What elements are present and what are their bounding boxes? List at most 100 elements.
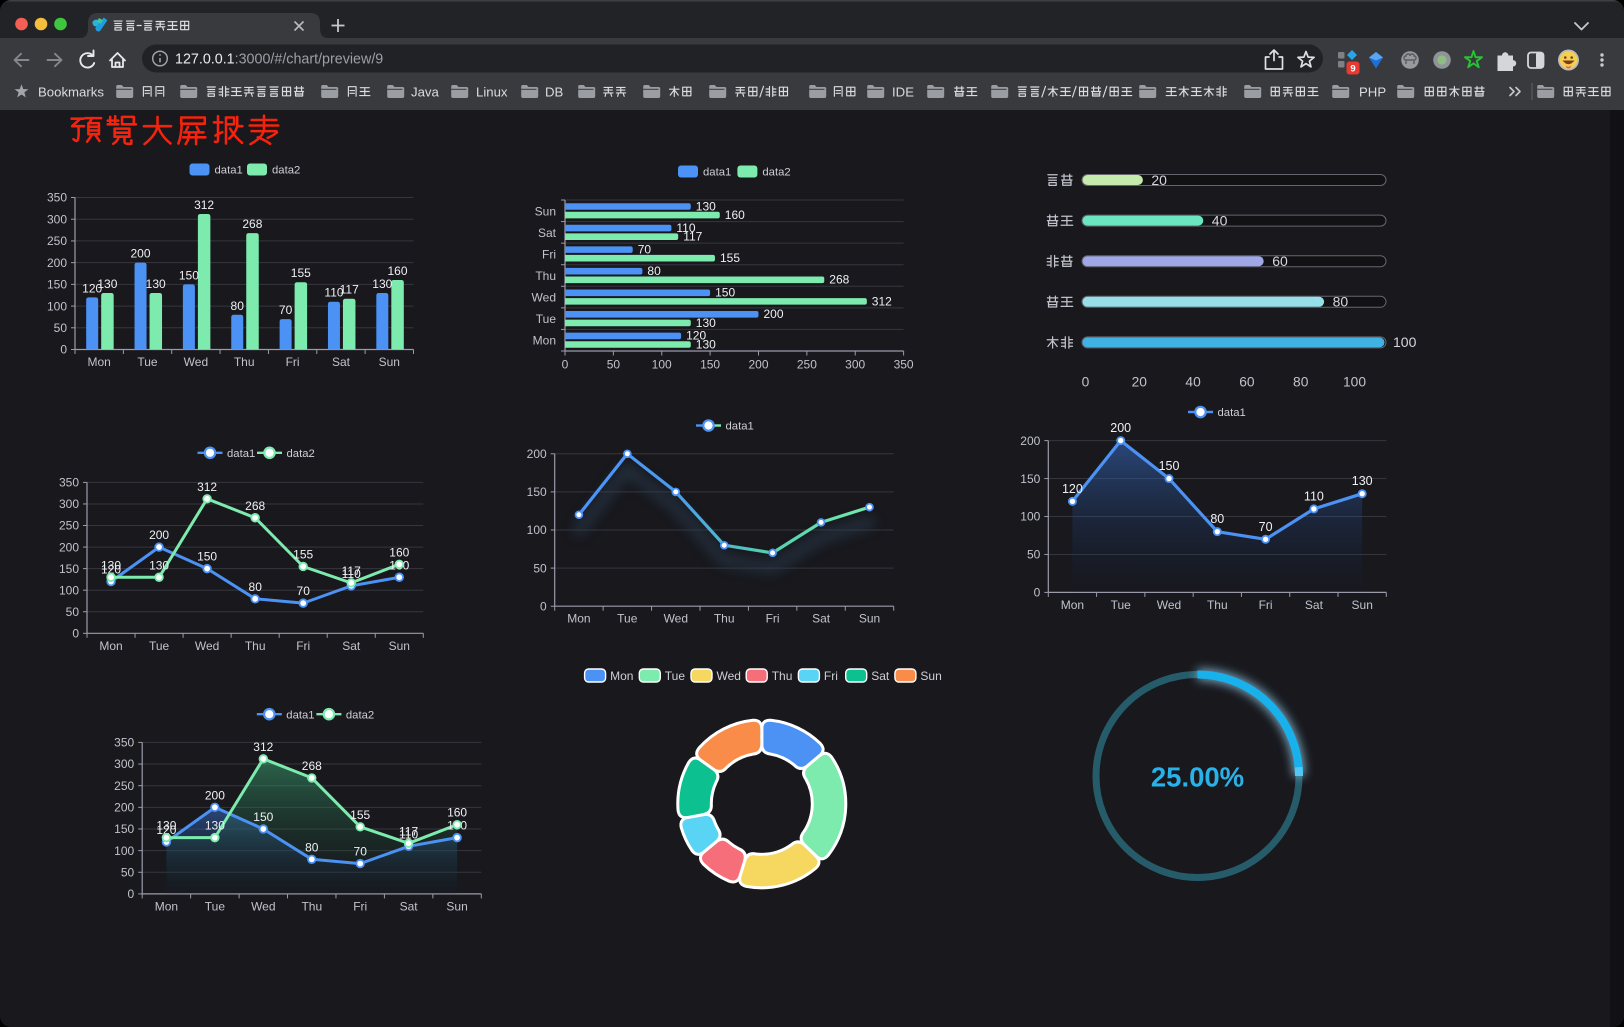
svg-text:350: 350 bbox=[47, 191, 67, 205]
svg-text:Fri: Fri bbox=[286, 355, 300, 369]
svg-text:150: 150 bbox=[1159, 459, 1180, 473]
svg-text:Fri: Fri bbox=[824, 669, 838, 683]
svg-text:120: 120 bbox=[1062, 482, 1083, 496]
svg-text:200: 200 bbox=[748, 358, 768, 372]
svg-text:120: 120 bbox=[101, 563, 121, 577]
svg-text:130: 130 bbox=[101, 558, 121, 572]
svg-text:50: 50 bbox=[533, 561, 547, 575]
svg-text:Sun: Sun bbox=[389, 639, 410, 653]
svg-text:Sat: Sat bbox=[342, 639, 361, 653]
svg-text:0: 0 bbox=[562, 358, 569, 372]
svg-text:Wed: Wed bbox=[717, 669, 741, 683]
svg-text:350: 350 bbox=[59, 476, 79, 490]
svg-text:Sun: Sun bbox=[1352, 598, 1373, 612]
svg-text:200: 200 bbox=[59, 540, 79, 554]
svg-text:70: 70 bbox=[354, 845, 368, 859]
svg-text:40: 40 bbox=[1212, 212, 1228, 228]
svg-text:100: 100 bbox=[114, 844, 134, 858]
svg-text:Sun: Sun bbox=[379, 355, 400, 369]
svg-text:250: 250 bbox=[797, 358, 817, 372]
svg-text:200: 200 bbox=[205, 788, 225, 802]
svg-text:Thu: Thu bbox=[245, 639, 266, 653]
svg-text:80: 80 bbox=[647, 264, 661, 278]
svg-text:70: 70 bbox=[297, 584, 311, 598]
svg-text:120: 120 bbox=[156, 823, 176, 837]
svg-text:155: 155 bbox=[720, 251, 740, 265]
svg-text:127.0.0.1:3000/#/chart/preview: 127.0.0.1:3000/#/chart/preview/9 bbox=[175, 52, 383, 68]
svg-text:130: 130 bbox=[696, 337, 716, 351]
svg-text:Mon: Mon bbox=[155, 899, 178, 913]
svg-text:150: 150 bbox=[527, 485, 547, 499]
svg-text:80: 80 bbox=[1333, 294, 1349, 310]
svg-text:150: 150 bbox=[1020, 472, 1040, 486]
svg-text:110: 110 bbox=[1304, 489, 1324, 503]
svg-text:130: 130 bbox=[372, 277, 392, 291]
svg-text:70: 70 bbox=[1259, 520, 1273, 534]
svg-text:Sun: Sun bbox=[535, 204, 556, 218]
svg-text:50: 50 bbox=[607, 358, 621, 372]
svg-text:312: 312 bbox=[194, 198, 214, 212]
svg-text:100: 100 bbox=[59, 583, 79, 597]
svg-text:Sat: Sat bbox=[871, 669, 890, 683]
svg-text:Fri: Fri bbox=[766, 612, 780, 626]
svg-text:110: 110 bbox=[342, 567, 361, 581]
svg-text:120: 120 bbox=[686, 329, 706, 343]
svg-text:130: 130 bbox=[696, 199, 716, 213]
svg-text:110: 110 bbox=[324, 286, 343, 300]
svg-text:160: 160 bbox=[725, 208, 745, 222]
svg-text:100: 100 bbox=[47, 299, 67, 313]
svg-text:Wed: Wed bbox=[251, 899, 275, 913]
svg-text:Wed: Wed bbox=[664, 612, 688, 626]
svg-text:110: 110 bbox=[676, 221, 695, 235]
svg-text:100: 100 bbox=[1343, 375, 1366, 390]
svg-text:312: 312 bbox=[253, 740, 273, 754]
svg-text:Tue: Tue bbox=[205, 899, 226, 913]
svg-text:Wed: Wed bbox=[1157, 598, 1181, 612]
svg-text:350: 350 bbox=[114, 736, 134, 750]
svg-text:250: 250 bbox=[59, 519, 79, 533]
svg-text:100: 100 bbox=[1393, 334, 1417, 350]
svg-text:300: 300 bbox=[845, 358, 865, 372]
svg-text:data2: data2 bbox=[287, 448, 315, 460]
svg-text:60: 60 bbox=[1239, 375, 1255, 390]
svg-text:Tue: Tue bbox=[536, 312, 557, 326]
svg-text:9: 9 bbox=[1350, 64, 1355, 75]
svg-text:data1: data1 bbox=[227, 448, 255, 460]
svg-text:80: 80 bbox=[231, 299, 245, 313]
svg-text:117: 117 bbox=[342, 564, 361, 578]
svg-text:117: 117 bbox=[340, 283, 359, 297]
svg-text:50: 50 bbox=[121, 866, 135, 880]
svg-text:20: 20 bbox=[1151, 172, 1167, 188]
svg-text:60: 60 bbox=[1272, 253, 1288, 269]
svg-text:Tue: Tue bbox=[149, 639, 170, 653]
svg-text:data2: data2 bbox=[346, 709, 374, 721]
svg-text:data1: data1 bbox=[286, 709, 314, 721]
svg-text:Mon: Mon bbox=[533, 334, 556, 348]
svg-text:Java: Java bbox=[411, 84, 440, 99]
svg-text:117: 117 bbox=[399, 824, 418, 838]
svg-text:155: 155 bbox=[350, 808, 370, 822]
svg-text:Thu: Thu bbox=[1207, 598, 1228, 612]
svg-text:Wed: Wed bbox=[195, 639, 219, 653]
svg-text:100: 100 bbox=[652, 358, 672, 372]
svg-text:Sat: Sat bbox=[538, 226, 557, 240]
svg-text:100: 100 bbox=[527, 523, 547, 537]
svg-text:0: 0 bbox=[128, 887, 135, 901]
svg-text:Mon: Mon bbox=[610, 669, 633, 683]
svg-text:Linux: Linux bbox=[476, 84, 508, 99]
svg-text:150: 150 bbox=[197, 550, 217, 564]
svg-text:Tue: Tue bbox=[1111, 598, 1132, 612]
svg-text:110: 110 bbox=[399, 827, 418, 841]
svg-text:Fri: Fri bbox=[542, 247, 556, 261]
svg-text:80: 80 bbox=[1210, 512, 1224, 526]
svg-text:20: 20 bbox=[1132, 375, 1148, 390]
svg-text:120: 120 bbox=[82, 281, 102, 295]
svg-text:Sun: Sun bbox=[446, 899, 467, 913]
svg-text:Tue: Tue bbox=[617, 612, 638, 626]
svg-text:130: 130 bbox=[97, 277, 117, 291]
svg-text:Tue: Tue bbox=[665, 669, 686, 683]
svg-text:50: 50 bbox=[1027, 548, 1041, 562]
svg-text:Thu: Thu bbox=[714, 612, 735, 626]
svg-text:data2: data2 bbox=[762, 167, 790, 179]
svg-text:0: 0 bbox=[540, 599, 547, 613]
